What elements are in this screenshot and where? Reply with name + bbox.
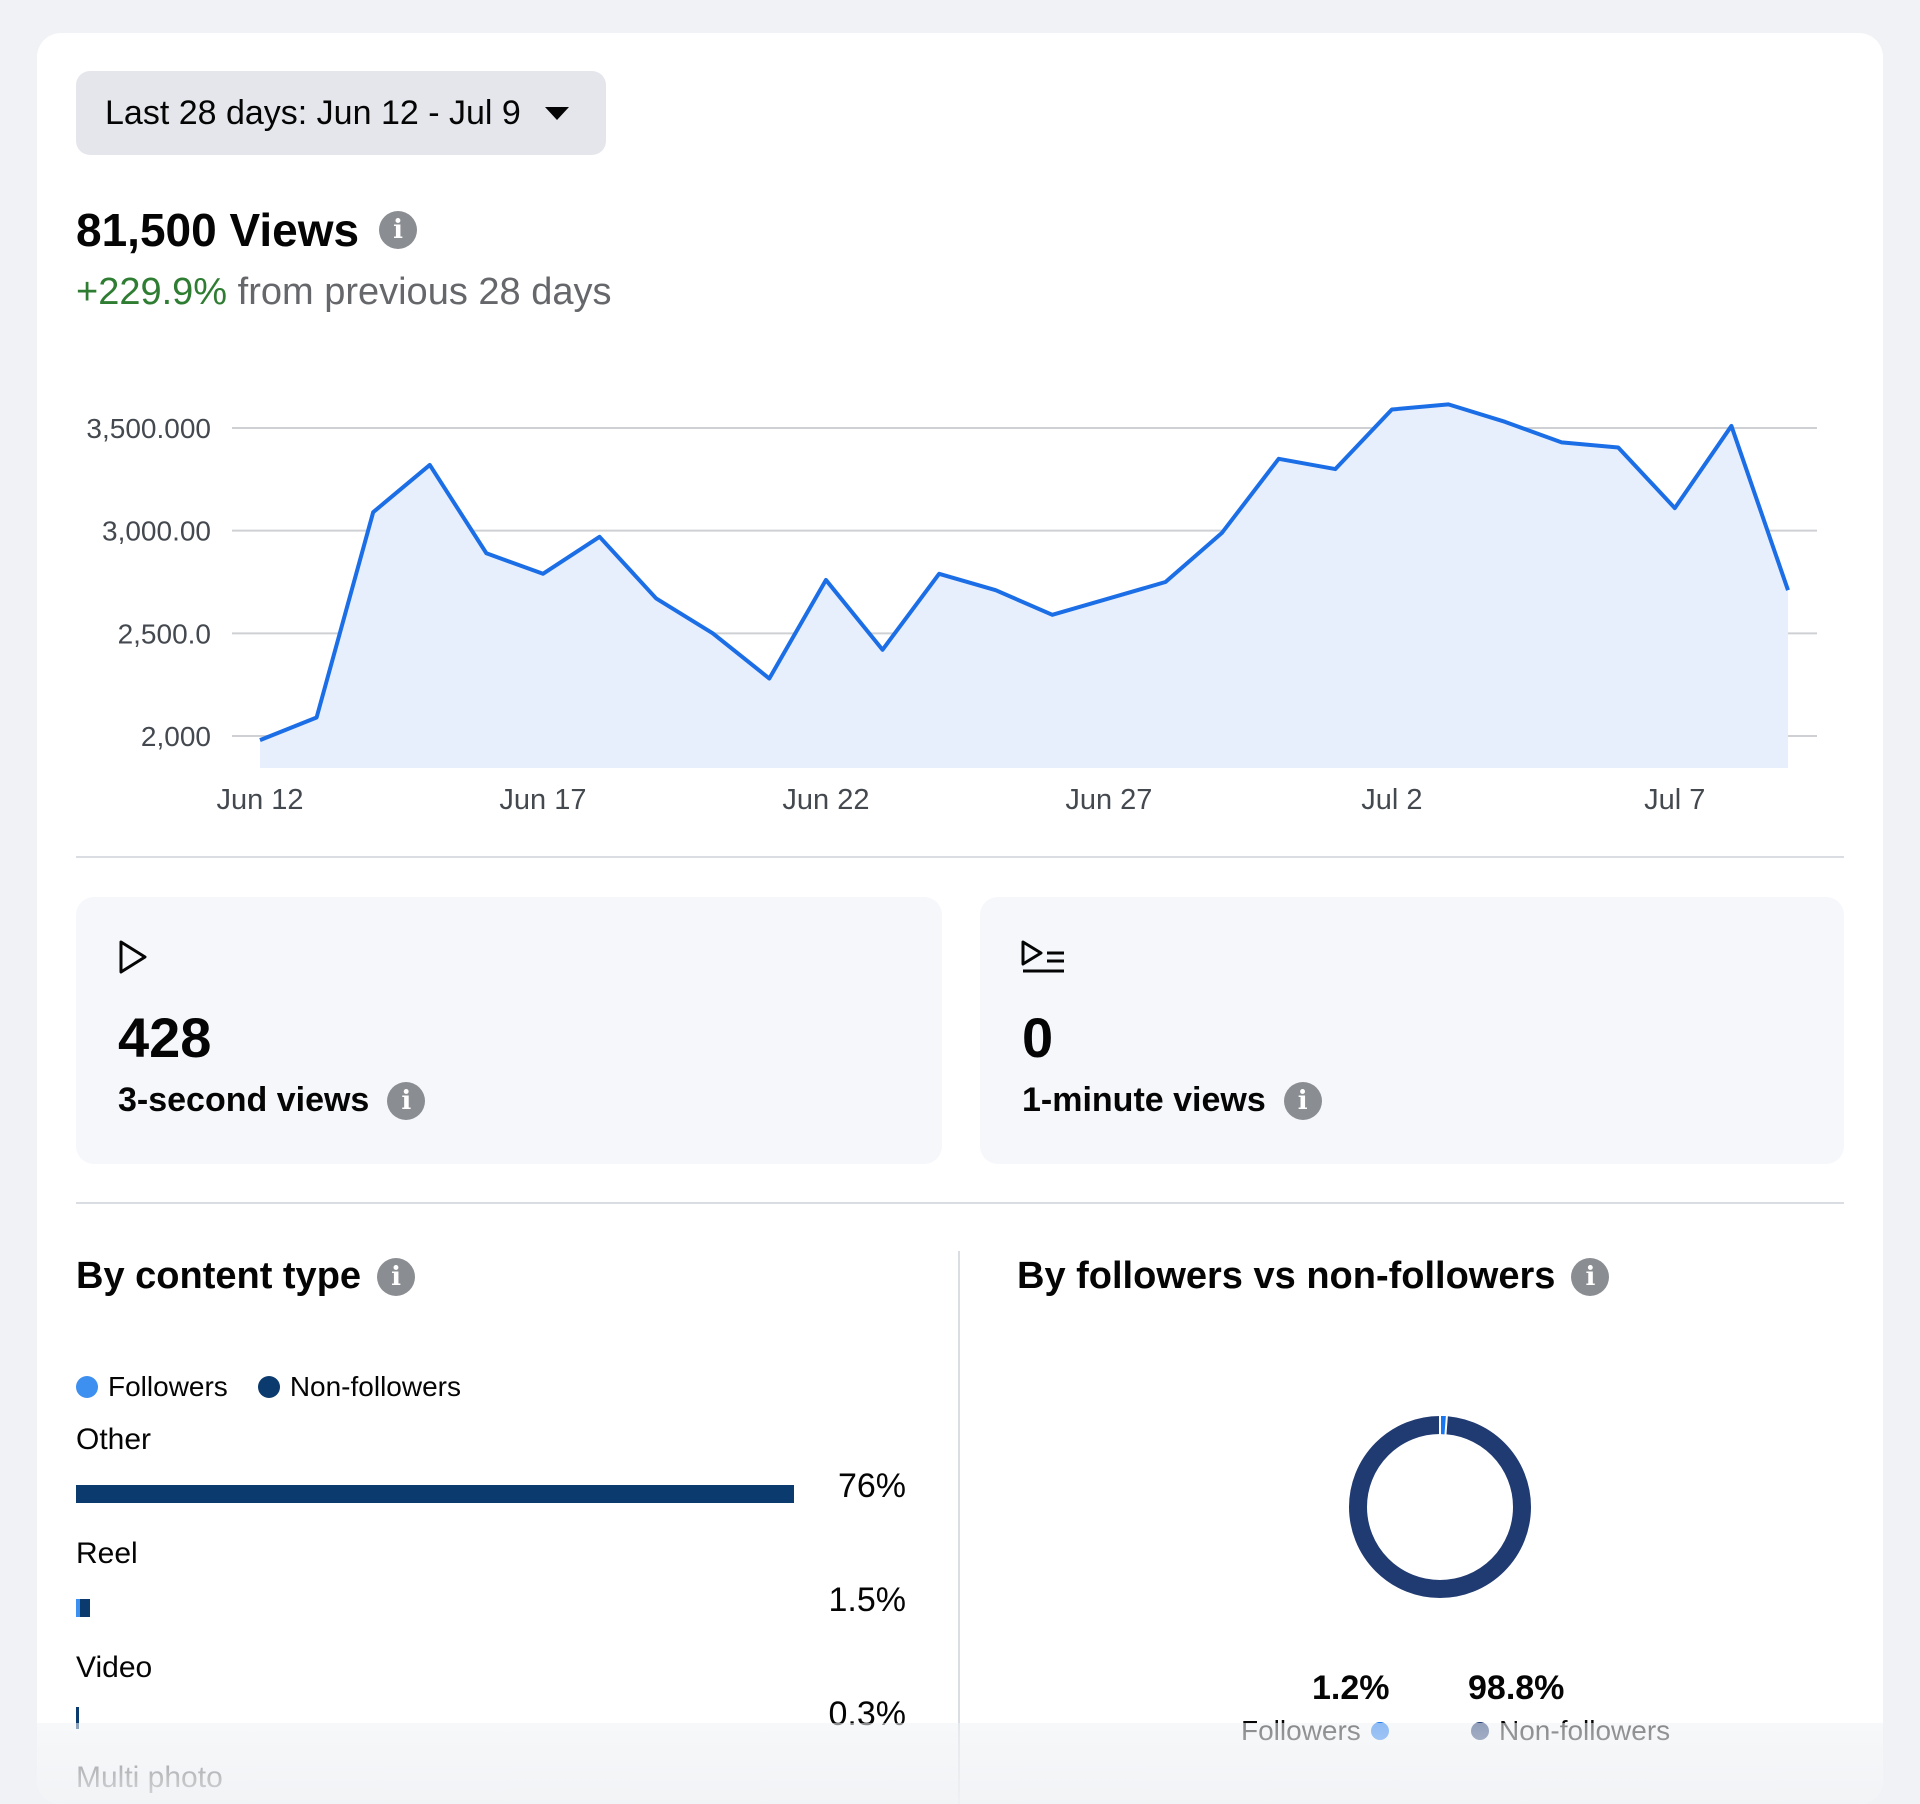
legend-label: Followers (108, 1371, 228, 1402)
metric-card-1m-views: 0 1-minute views i (980, 897, 1844, 1164)
x-tick-label: Jun 17 (499, 784, 586, 816)
donut-non-followers-arc (1349, 1416, 1531, 1598)
metric-label-text: 1-minute views (1022, 1081, 1266, 1119)
content-type-bar (76, 1485, 794, 1503)
content-type-row-other[interactable]: Other 76% (76, 1423, 906, 1533)
bar-followers (76, 1599, 80, 1617)
followers-donut (1337, 1404, 1543, 1615)
legend-dot (257, 1376, 280, 1398)
legend-label: Non-followers (289, 1371, 461, 1402)
date-range-label: Last 28 days: Jun 12 - Jul 9 (105, 93, 521, 132)
content-type-bar (76, 1599, 90, 1617)
views-chart-svg: 2,000 2,500.0 3,000.00 3,500.000 Jun 12 Jun 1… (86, 402, 1817, 816)
non-followers-label-text: Non-followers (1499, 1715, 1671, 1746)
views-header: 81,500 Views i (76, 203, 418, 257)
content-type-label: Multi photo (76, 1761, 223, 1794)
metric-label: 1-minute views i (1022, 1081, 1322, 1120)
x-tick-label: Jun 12 (216, 784, 303, 816)
views-delta-percent: +229.9% (76, 271, 228, 313)
info-icon[interactable]: i (379, 211, 418, 249)
area-fill (260, 404, 1788, 768)
play-list-icon (1021, 940, 1064, 973)
metric-value: 428 (118, 1006, 212, 1069)
content-type-bar (76, 1707, 79, 1729)
content-type-percent: 76% (837, 1467, 906, 1505)
play-icon (119, 940, 147, 974)
divider (76, 856, 1844, 858)
x-tick-label: Jun 22 (782, 784, 869, 816)
content-type-label: Reel (76, 1537, 138, 1570)
non-followers-label: Non-followers (1471, 1715, 1670, 1747)
content-type-row-reel[interactable]: Reel 1.5% (76, 1537, 906, 1647)
divider (76, 1202, 1844, 1204)
metric-label-text: 3-second views (118, 1081, 370, 1119)
views-insights-card: Last 28 days: Jun 12 - Jul 9 81,500 View… (37, 33, 1883, 1804)
caret-down-icon (544, 106, 569, 120)
donut-separator (1444, 1414, 1449, 1437)
views-total: 81,500 Views (76, 204, 360, 256)
content-type-title: By content type (76, 1255, 362, 1297)
section-divider (958, 1251, 960, 1804)
date-range-dropdown[interactable]: Last 28 days: Jun 12 - Jul 9 (76, 71, 606, 155)
y-tick-label: 3,000.00 (102, 516, 211, 547)
x-tick-label: Jul 2 (1361, 784, 1422, 816)
views-chart: 2,000 2,500.0 3,000.00 3,500.000 Jun 12 Jun 1… (37, 373, 1883, 843)
followers-percent: 1.2% (1312, 1669, 1390, 1707)
followers-split-header: By followers vs non-followers i (1017, 1255, 1610, 1298)
info-icon[interactable]: i (1571, 1257, 1610, 1296)
y-tick-label: 2,500.0 (118, 618, 211, 649)
info-icon[interactable]: i (377, 1257, 416, 1296)
metric-value: 0 (1022, 1006, 1054, 1069)
metric-card-3s-views: 428 3-second views i (76, 897, 942, 1164)
content-type-label: Video (76, 1651, 153, 1684)
followers-label-text: Followers (1241, 1715, 1361, 1746)
x-tick-label: Jul 7 (1644, 784, 1705, 816)
content-type-legend: Followers Non-followers (76, 1371, 491, 1403)
content-type-row-video[interactable]: Video 0.3% (76, 1651, 906, 1761)
metric-label: 3-second views i (118, 1081, 426, 1120)
non-followers-dot (1471, 1722, 1489, 1740)
bar-non-followers (80, 1599, 90, 1617)
content-type-label: Other (76, 1423, 152, 1456)
followers-label: Followers (1241, 1715, 1389, 1747)
content-type-row-multi-photo[interactable]: Multi photo (76, 1761, 906, 1801)
x-tick-label: Jun 27 (1065, 784, 1152, 816)
content-type-percent: 0.3% (828, 1695, 907, 1733)
views-delta-text: from previous 28 days (227, 271, 612, 313)
legend-dot (76, 1376, 98, 1398)
series-line (259, 402, 1790, 742)
legend-item-non-followers: Non-followers (257, 1371, 461, 1403)
content-type-percent: 1.5% (828, 1581, 907, 1619)
y-tick-label: 3,500.000 (86, 413, 211, 444)
y-tick-label: 2,000 (141, 721, 211, 752)
followers-donut-svg (1349, 1414, 1531, 1598)
bar-non-followers (76, 1485, 794, 1503)
followers-split-title: By followers vs non-followers (1017, 1255, 1556, 1297)
content-type-header: By content type i (76, 1255, 416, 1298)
legend-item-followers: Followers (76, 1371, 228, 1403)
bar-non-followers (76, 1707, 79, 1729)
followers-dot (1370, 1722, 1389, 1740)
info-icon[interactable]: i (1283, 1081, 1322, 1120)
views-delta: +229.9% from previous 28 days (76, 271, 611, 314)
info-icon[interactable]: i (387, 1081, 426, 1120)
non-followers-percent: 98.8% (1468, 1669, 1565, 1707)
